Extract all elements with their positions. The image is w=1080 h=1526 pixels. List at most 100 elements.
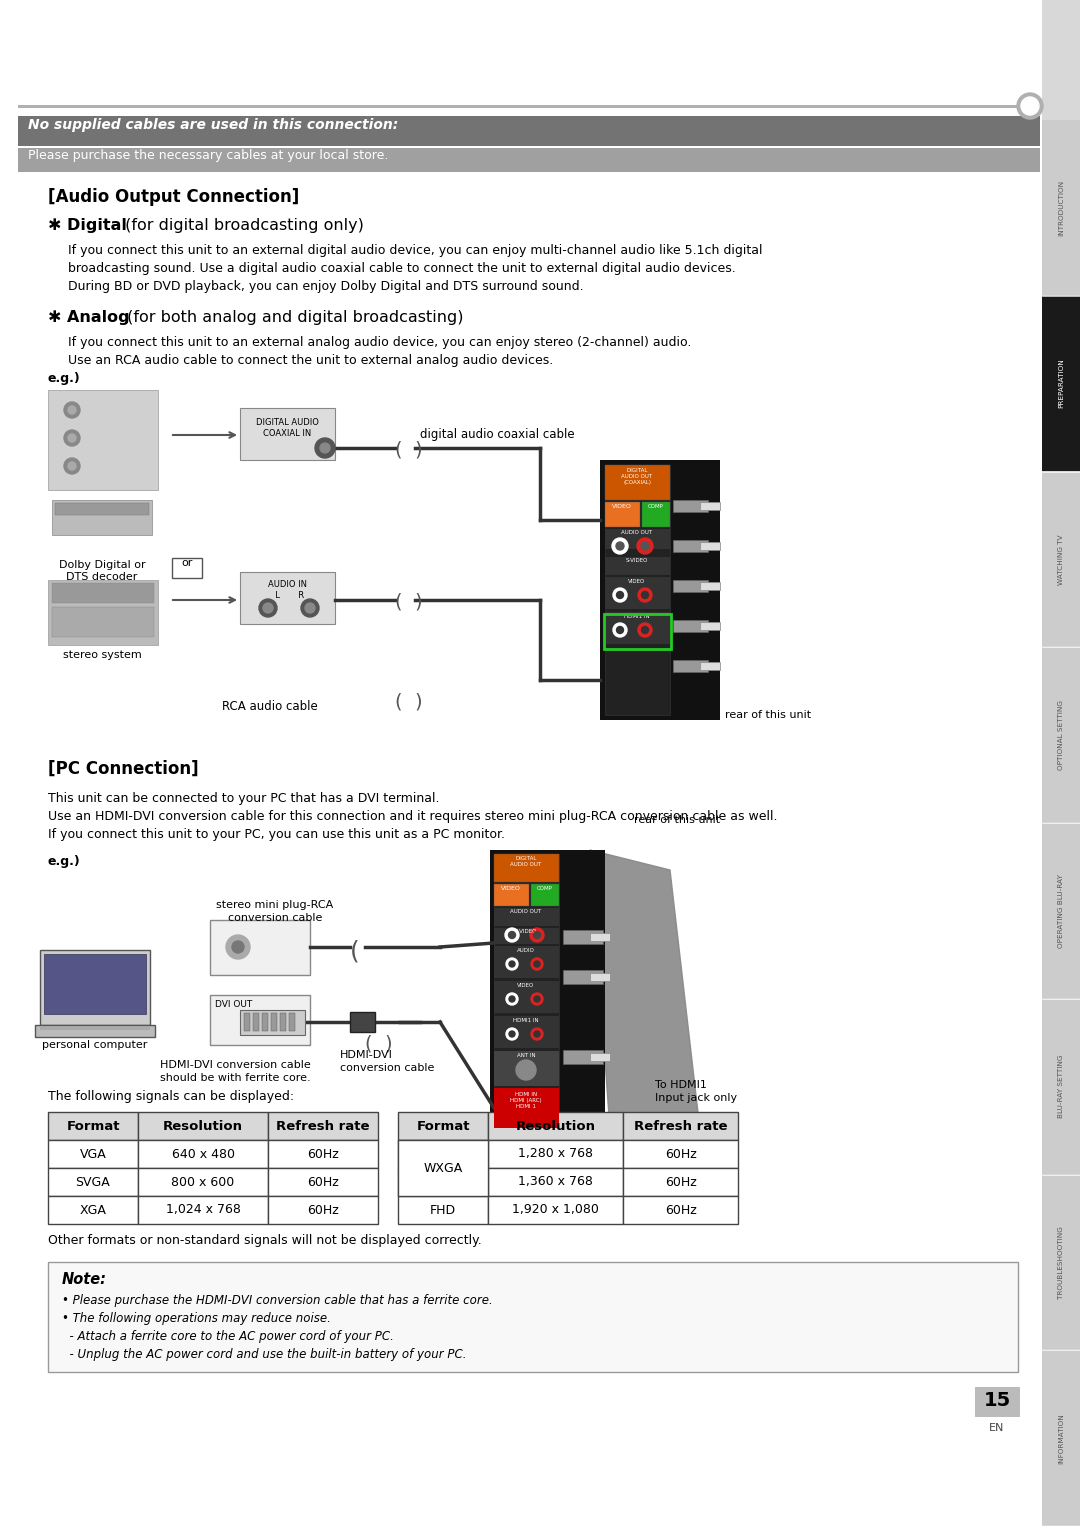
Bar	[642, 502, 670, 526]
Circle shape	[509, 1032, 515, 1038]
Text: Resolution: Resolution	[515, 1120, 595, 1132]
Bar	[494, 946, 559, 978]
Text: PREPARATION: PREPARATION	[1058, 359, 1064, 409]
Bar	[48, 391, 158, 490]
Circle shape	[64, 430, 80, 446]
Bar	[494, 1088, 559, 1128]
Circle shape	[642, 542, 649, 549]
Bar	[590, 932, 610, 942]
Circle shape	[509, 961, 515, 967]
Text: VIDEO: VIDEO	[517, 983, 535, 987]
Circle shape	[320, 443, 330, 453]
Bar	[604, 613, 671, 649]
Text: Please purchase the necessary cables at your local store.: Please purchase the necessary cables at …	[28, 150, 389, 162]
Circle shape	[531, 1029, 543, 1041]
Bar	[48, 580, 158, 645]
Circle shape	[68, 406, 76, 414]
Text: WXGA: WXGA	[423, 1161, 462, 1175]
Bar	[605, 530, 670, 549]
Bar	[488, 1112, 623, 1140]
Text: 1,360 x 768: 1,360 x 768	[518, 1175, 593, 1189]
Text: e.g.): e.g.)	[48, 855, 81, 868]
Circle shape	[505, 928, 519, 942]
Bar	[280, 1013, 286, 1032]
Bar	[1042, 121, 1080, 295]
Text: EN: EN	[989, 1424, 1004, 1433]
Bar	[350, 1012, 375, 1032]
Bar	[18, 148, 1040, 172]
Bar	[673, 501, 708, 513]
Bar	[488, 1196, 623, 1224]
Text: To HDMI1
Input jack only: To HDMI1 Input jack only	[654, 1080, 738, 1103]
Text: rear of this unit: rear of this unit	[634, 815, 720, 826]
Text: AUDIO IN
  L       R: AUDIO IN L R	[268, 580, 307, 600]
Circle shape	[507, 993, 518, 1006]
Text: DIGITAL
AUDIO OUT
(COAXIAL): DIGITAL AUDIO OUT (COAXIAL)	[621, 468, 652, 485]
Text: DIGITAL AUDIO
COAXIAL IN: DIGITAL AUDIO COAXIAL IN	[256, 418, 319, 438]
Bar	[700, 623, 720, 630]
Text: stereo mini plug-RCA
conversion cable: stereo mini plug-RCA conversion cable	[216, 900, 334, 923]
Text: • Please purchase the HDMI-DVI conversion cable that has a ferrite core.: • Please purchase the HDMI-DVI conversio…	[62, 1294, 492, 1306]
Bar	[605, 465, 670, 716]
Bar	[48, 1167, 138, 1196]
Bar	[673, 620, 708, 632]
Bar	[399, 1112, 488, 1140]
Text: (  ): ( )	[365, 1035, 393, 1054]
Bar	[494, 884, 529, 906]
Circle shape	[642, 592, 648, 598]
Circle shape	[509, 996, 515, 1003]
Bar	[605, 557, 670, 575]
Text: e.g.): e.g.)	[48, 372, 81, 385]
Circle shape	[613, 588, 627, 601]
Text: If you connect this unit to your PC, you can use this unit as a PC monitor.: If you connect this unit to your PC, you…	[48, 829, 505, 841]
Bar	[605, 577, 670, 609]
Text: XGA: XGA	[80, 1204, 107, 1216]
Text: AUDIO: AUDIO	[517, 948, 535, 954]
Bar	[138, 1140, 268, 1167]
Text: (  ): ( )	[395, 691, 422, 711]
Bar	[1042, 1351, 1080, 1524]
Text: OPERATING BLU-RAY: OPERATING BLU-RAY	[1058, 874, 1064, 948]
Text: ✱ Digital: ✱ Digital	[48, 218, 126, 233]
Bar	[210, 920, 310, 975]
Bar	[605, 612, 670, 644]
Text: VIDEO: VIDEO	[501, 887, 521, 891]
Bar	[623, 1167, 738, 1196]
Circle shape	[531, 958, 543, 971]
Bar	[44, 954, 146, 1013]
Text: (  ): ( )	[395, 592, 422, 610]
Circle shape	[226, 935, 249, 958]
Bar	[488, 1140, 623, 1167]
Text: Resolution: Resolution	[163, 1120, 243, 1132]
Bar	[289, 1013, 295, 1032]
Circle shape	[507, 1029, 518, 1041]
Bar	[673, 540, 708, 552]
Bar	[673, 580, 708, 592]
Text: HDMI-DVI conversion cable
should be with ferrite core.: HDMI-DVI conversion cable should be with…	[160, 1061, 311, 1083]
Circle shape	[264, 603, 273, 613]
Bar	[262, 1013, 268, 1032]
Bar	[494, 855, 559, 882]
Bar	[975, 1387, 1020, 1418]
Circle shape	[638, 588, 652, 601]
Text: No supplied cables are used in this connection:: No supplied cables are used in this conn…	[28, 118, 399, 133]
Circle shape	[516, 1061, 536, 1080]
Bar	[253, 1013, 259, 1032]
Text: [Audio Output Connection]: [Audio Output Connection]	[48, 188, 299, 206]
Bar	[271, 1013, 276, 1032]
Text: Use an HDMI-DVI conversion cable for this connection and it requires stereo mini: Use an HDMI-DVI conversion cable for thi…	[48, 810, 778, 823]
Bar	[48, 1196, 138, 1224]
Bar	[494, 908, 559, 926]
Text: Refresh rate: Refresh rate	[634, 1120, 727, 1132]
Bar	[35, 1025, 156, 1038]
Bar	[40, 951, 150, 1025]
Circle shape	[507, 958, 518, 971]
Bar	[563, 929, 603, 945]
Circle shape	[612, 539, 627, 554]
Text: 1,280 x 768: 1,280 x 768	[518, 1148, 593, 1160]
Text: INFORMATION: INFORMATION	[1058, 1413, 1064, 1463]
Bar	[700, 542, 720, 549]
Circle shape	[315, 438, 335, 458]
Bar	[1042, 296, 1080, 470]
Circle shape	[64, 401, 80, 418]
